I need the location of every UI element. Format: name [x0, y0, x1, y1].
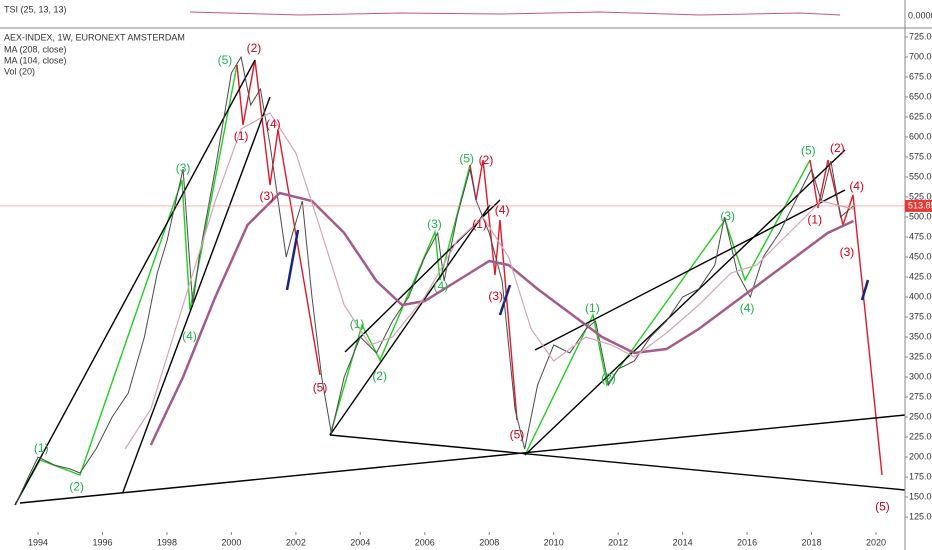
wave-label: (1): [807, 212, 822, 226]
y-tick-label: 325.00: [909, 351, 932, 361]
last-price-label: 513.85: [908, 200, 932, 210]
x-tick-label: 2016: [737, 537, 757, 547]
series-line: [124, 112, 854, 450]
wave-label: (4): [266, 117, 281, 131]
y-tick-label: 550.00: [909, 171, 932, 181]
y-tick-label: 400.00: [909, 291, 932, 301]
x-tick-label: 2006: [415, 537, 435, 547]
wave-label: (5): [218, 53, 233, 67]
wave-label: (3): [176, 161, 191, 175]
y-tick-label: 450.00: [909, 251, 932, 261]
wave-label: (2): [372, 369, 387, 383]
wave-label: (1): [34, 441, 49, 455]
y-tick-label: 500.00: [909, 211, 932, 221]
indicator-label: TSI (25, 13, 13): [4, 4, 67, 14]
y-tick-label: 700.00: [909, 51, 932, 61]
wave-label: (2): [479, 153, 494, 167]
wave-label: (2): [601, 371, 616, 385]
y-tick-label: 125.00: [909, 511, 932, 521]
drawings: [14, 59, 906, 506]
y-tick-label: 200.00: [909, 451, 932, 461]
x-tick-label: 1996: [92, 537, 112, 547]
wave-label: (3): [260, 189, 275, 203]
wave-label: (4): [495, 203, 510, 217]
series-line: [15, 55, 854, 506]
x-tick-label: 1998: [157, 537, 177, 547]
y-tick-label: 675.00: [909, 71, 932, 81]
y-tick-label: 725.00: [909, 31, 932, 41]
y-tick-label: 525.00: [909, 191, 932, 201]
x-tick-label: 2010: [544, 537, 564, 547]
wave-label: (1): [472, 217, 487, 231]
wave-label: (5): [313, 380, 328, 394]
wave-label: (4): [849, 179, 864, 193]
wave-label: (2): [830, 141, 845, 155]
x-tick-label: 2004: [350, 537, 370, 547]
y-tick-label: 575.00: [909, 151, 932, 161]
legend-entry: MA (208, close): [4, 44, 67, 54]
x-tick-label: 1994: [28, 537, 48, 547]
last-price-box: [905, 199, 932, 212]
wave-label: (4): [740, 301, 755, 315]
indicator-tick: 0.0000: [908, 10, 932, 20]
wave-label: (1): [234, 129, 249, 143]
tsi-line: [189, 11, 841, 16]
y-tick-label: 375.00: [909, 311, 932, 321]
series-line: [149, 191, 854, 446]
y-tick-label: 650.00: [909, 91, 932, 101]
y-tick-label: 150.00: [909, 491, 932, 501]
x-tick-label: 2002: [286, 537, 306, 547]
wave-label: (3): [840, 245, 855, 259]
y-tick-label: 225.00: [909, 431, 932, 441]
wave-label: (1): [585, 301, 600, 315]
wave-label: (3): [488, 289, 503, 303]
wave-label: (5): [510, 428, 525, 442]
wave-label: (4): [434, 279, 449, 293]
y-tick-label: 425.00: [909, 271, 932, 281]
x-tick-label: 2008: [479, 537, 499, 547]
y-tick-label: 250.00: [909, 411, 932, 421]
wave-label: (5): [801, 144, 816, 158]
y-tick-label: 625.00: [909, 111, 932, 121]
x-tick-label: 2000: [221, 537, 241, 547]
x-tick-label: 2018: [802, 537, 822, 547]
wave-label: (2): [69, 480, 84, 494]
wave-label: (5): [875, 500, 890, 514]
x-tick-label: 2020: [866, 537, 886, 547]
wave-label: (3): [720, 209, 735, 223]
legend-entry: Vol (20): [4, 66, 35, 76]
y-tick-label: 175.00: [909, 471, 932, 481]
wave-label: (5): [459, 152, 474, 166]
wave-label: (1): [350, 317, 365, 331]
y-tick-label: 475.00: [909, 231, 932, 241]
x-tick-label: 2012: [608, 537, 628, 547]
y-tick-label: 350.00: [909, 331, 932, 341]
y-tick-label: 275.00: [909, 391, 932, 401]
wave-label: (2): [247, 41, 262, 55]
y-tick-label: 600.00: [909, 131, 932, 141]
wave-label: (3): [427, 217, 442, 231]
x-tick-label: 2014: [673, 537, 693, 547]
y-tick-label: 300.00: [909, 371, 932, 381]
wave-label: (4): [182, 329, 197, 343]
chart-title: AEX-INDEX, 1W, EURONEXT AMSTERDAM: [4, 32, 185, 42]
legend-entry: MA (104, close): [4, 55, 67, 65]
